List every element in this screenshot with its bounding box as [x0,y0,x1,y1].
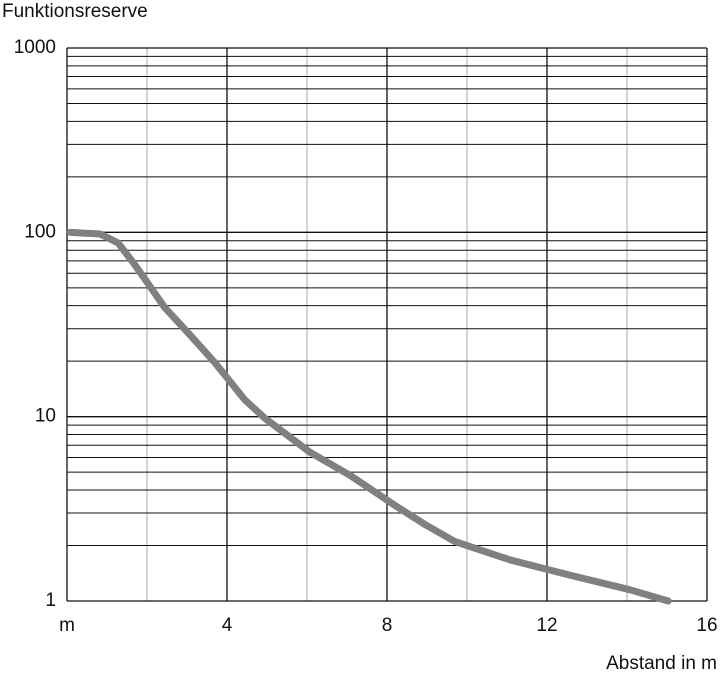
x-tick-label: 16 [696,615,717,636]
x-axis-title: Abstand in m [606,653,717,673]
x-tick-label: 12 [536,615,557,636]
y-tick-label: 10 [35,406,56,427]
x-tick-label: 4 [222,615,233,636]
y-tick-label: 1 [45,590,56,611]
y-axis-title: Funktionsreserve [2,1,148,22]
data-line [66,228,672,605]
y-tick-label: 100 [24,221,56,242]
x-tick-label: m [59,615,75,636]
x-tick-label: 8 [382,615,393,636]
y-tick-label: 1000 [14,37,56,58]
